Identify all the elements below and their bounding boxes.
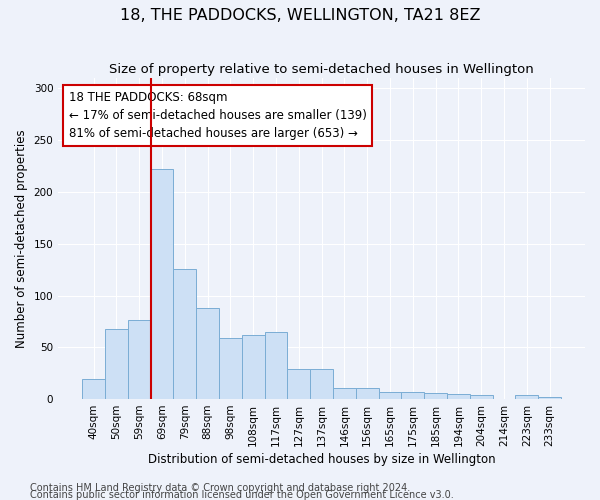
Text: Contains public sector information licensed under the Open Government Licence v3: Contains public sector information licen… xyxy=(30,490,454,500)
Title: Size of property relative to semi-detached houses in Wellington: Size of property relative to semi-detach… xyxy=(109,62,534,76)
Text: Contains HM Land Registry data © Crown copyright and database right 2024.: Contains HM Land Registry data © Crown c… xyxy=(30,483,410,493)
Text: 18 THE PADDOCKS: 68sqm
← 17% of semi-detached houses are smaller (139)
81% of se: 18 THE PADDOCKS: 68sqm ← 17% of semi-det… xyxy=(69,91,367,140)
Bar xyxy=(424,393,447,399)
Bar xyxy=(151,169,173,399)
Bar xyxy=(173,268,196,399)
Bar xyxy=(333,388,356,399)
Bar xyxy=(515,395,538,399)
Bar xyxy=(105,328,128,399)
Bar xyxy=(538,397,561,399)
Bar xyxy=(196,308,219,399)
X-axis label: Distribution of semi-detached houses by size in Wellington: Distribution of semi-detached houses by … xyxy=(148,453,496,466)
Bar xyxy=(287,369,310,399)
Bar xyxy=(128,320,151,399)
Bar xyxy=(265,332,287,399)
Y-axis label: Number of semi-detached properties: Number of semi-detached properties xyxy=(15,129,28,348)
Bar xyxy=(379,392,401,399)
Bar xyxy=(242,335,265,399)
Text: 18, THE PADDOCKS, WELLINGTON, TA21 8EZ: 18, THE PADDOCKS, WELLINGTON, TA21 8EZ xyxy=(120,8,480,22)
Bar xyxy=(470,395,493,399)
Bar xyxy=(82,380,105,399)
Bar xyxy=(356,388,379,399)
Bar xyxy=(310,369,333,399)
Bar xyxy=(401,392,424,399)
Bar xyxy=(219,338,242,399)
Bar xyxy=(447,394,470,399)
